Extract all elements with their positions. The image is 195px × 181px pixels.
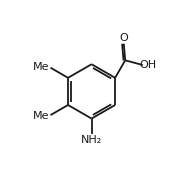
Text: Me: Me [33,62,49,72]
Text: Me: Me [33,111,49,121]
Text: OH: OH [139,60,157,70]
Text: O: O [119,33,128,43]
Text: NH₂: NH₂ [81,135,102,145]
